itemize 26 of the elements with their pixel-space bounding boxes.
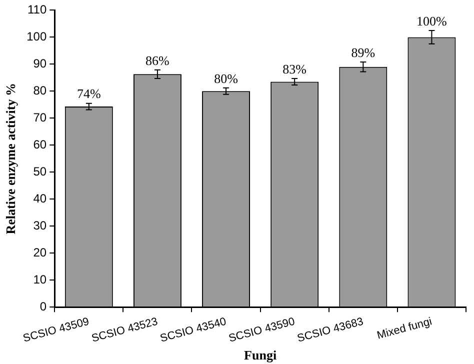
data-label: 80%	[214, 70, 238, 86]
data-label: 100%	[416, 13, 448, 28]
data-label: 89%	[351, 44, 376, 60]
y-tick-label: 70	[33, 110, 47, 124]
x-tick-label: SCSIO 43509	[22, 316, 90, 345]
y-tick-label: 10	[33, 272, 47, 286]
y-tick-label: 0	[40, 299, 47, 314]
y-tick-label: 90	[33, 56, 47, 70]
y-tick-label: 40	[33, 191, 47, 206]
y-axis-title: Relative enzyme activity %	[3, 83, 18, 234]
y-tick-label: 30	[33, 218, 47, 232]
y-tick-label: 110	[27, 2, 47, 17]
x-tick-label: SCSIO 43540	[158, 316, 228, 345]
y-tick-label: 60	[33, 137, 47, 152]
x-tick-label: SCSIO 43683	[296, 316, 365, 345]
data-label: 86%	[146, 52, 170, 68]
x-tick-label: SCSIO 43523	[90, 316, 160, 345]
x-tick-label: SCSIO 43590	[227, 316, 296, 345]
x-axis-title: Fungi	[244, 348, 277, 363]
data-label: 74%	[76, 86, 101, 102]
y-tick-label: 50	[33, 164, 47, 178]
x-tick-label: Mixed fungi	[376, 316, 434, 342]
data-label: 83%	[282, 61, 307, 76]
y-tick-label: 20	[33, 245, 47, 260]
y-tick-label: 100	[26, 30, 47, 44]
y-tick-label: 80	[33, 83, 47, 98]
